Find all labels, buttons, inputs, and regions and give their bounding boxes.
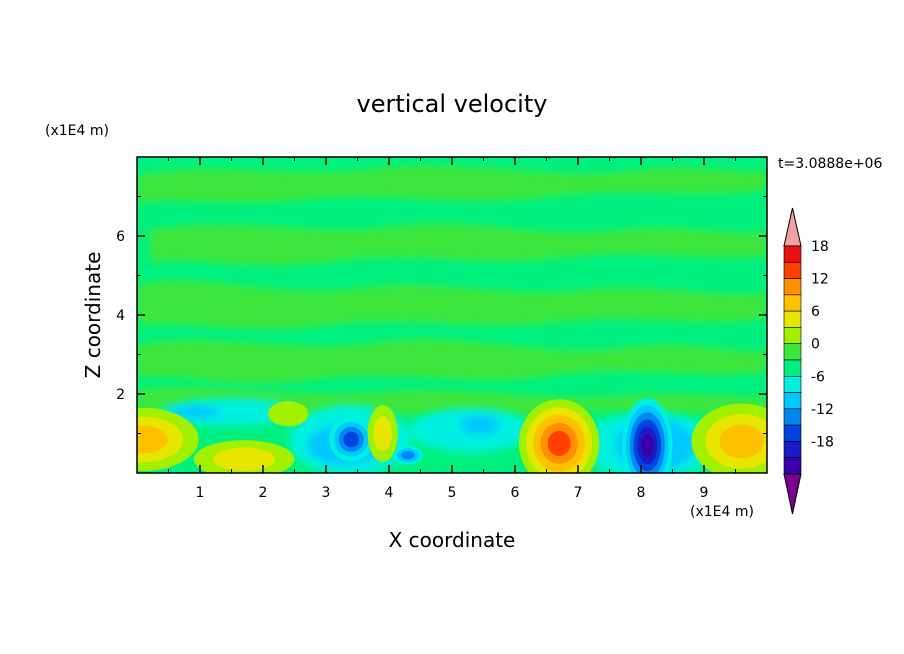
colorbar-label: 6 <box>811 304 820 320</box>
y-tick-label: 4 <box>116 308 125 324</box>
colorbar-label: 12 <box>811 272 829 288</box>
colorbar-label: 0 <box>811 337 820 353</box>
x-axis-unit: (x1E4 m) <box>690 504 754 520</box>
contour-level <box>213 447 276 471</box>
colorbar-swatch <box>783 392 802 410</box>
colorbar-swatch <box>783 310 802 328</box>
colorbar: 18 12 6 0 -6 -12 -18 <box>783 207 834 515</box>
contour-feature <box>392 445 423 465</box>
colorbar-swatch <box>783 294 802 312</box>
contour-feature <box>367 405 398 462</box>
x-tick-label: 9 <box>700 485 709 501</box>
x-tick-label: 1 <box>196 485 205 501</box>
contour-feature <box>691 403 767 473</box>
contour-feature <box>518 399 600 473</box>
contour-features <box>137 397 767 473</box>
x-tick-label: 7 <box>574 485 583 501</box>
y-axis: 2 4 6 <box>116 196 767 434</box>
colorbar-label: -12 <box>811 402 834 418</box>
contour-level <box>641 433 654 457</box>
plot-area <box>137 157 767 473</box>
x-tick-label: 2 <box>259 485 268 501</box>
contour-level <box>401 451 415 460</box>
contour-feature <box>329 417 374 462</box>
contour-level <box>719 424 765 459</box>
x-axis: 1 2 3 4 5 6 7 8 9 <box>168 157 736 501</box>
colorbar-label: -18 <box>811 434 834 450</box>
time-label: t=3.0888e+06 <box>778 156 882 172</box>
y-tick-label: 6 <box>116 229 125 245</box>
contour-level <box>547 430 571 456</box>
colorbar-label: 18 <box>811 239 829 255</box>
x-tick-label: 3 <box>322 485 331 501</box>
contour-feature <box>193 440 295 473</box>
contour-level <box>343 431 359 448</box>
colorbar-swatch <box>783 375 802 393</box>
colorbar-swatch <box>783 359 802 377</box>
contour-level <box>137 425 168 454</box>
x-tick-label: 8 <box>637 485 646 501</box>
contour-feature <box>622 397 673 473</box>
x-tick-label: 6 <box>511 485 520 501</box>
chart-title: vertical velocity <box>357 90 548 118</box>
colorbar-swatch <box>783 441 802 459</box>
upper-bands <box>137 165 767 418</box>
contour-feature <box>268 401 309 427</box>
colorbar-top-triangle <box>783 207 802 247</box>
x-tick-label: 4 <box>385 485 394 501</box>
x-axis-label: X coordinate <box>389 528 516 552</box>
colorbar-label: -6 <box>811 369 825 385</box>
contour-level <box>268 401 309 427</box>
colorbar-swatch <box>783 327 802 345</box>
colorbar-swatch <box>783 424 802 442</box>
y-axis-label: Z coordinate <box>81 252 105 379</box>
colorbar-swatch <box>783 261 802 279</box>
contour-feature <box>137 407 199 472</box>
contour-level <box>373 416 393 451</box>
x-tick-label: 5 <box>448 485 457 501</box>
y-axis-unit: (x1E4 m) <box>45 123 109 139</box>
y-tick-label: 2 <box>116 387 125 403</box>
colorbar-swatch <box>783 408 802 426</box>
colorbar-swatch <box>783 278 802 296</box>
colorbar-swatch <box>783 457 802 475</box>
colorbar-swatch <box>783 343 802 361</box>
colorbar-swatch <box>783 245 802 263</box>
colorbar-bottom-triangle <box>783 473 802 515</box>
